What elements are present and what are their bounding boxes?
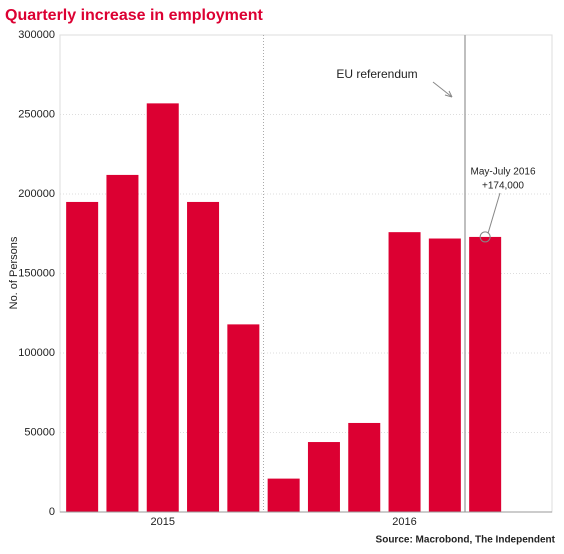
annotation-arrow (432, 81, 453, 98)
annotation: +174,000 (482, 181, 524, 192)
y-axis-label: No. of Persons (8, 236, 20, 309)
bar (227, 324, 260, 512)
annotation-marker (479, 231, 491, 243)
x-tick-label: 2015 (151, 516, 175, 528)
source: Source: Macrobond, The Independent (376, 535, 556, 546)
y-tick-label: 50000 (24, 426, 55, 438)
bar (267, 478, 300, 512)
arrow-head (444, 90, 453, 98)
y-tick-label: 300000 (18, 29, 55, 41)
y-tick-label: 0 (49, 506, 55, 518)
bar (469, 236, 502, 512)
y-tick-label: 150000 (18, 267, 55, 279)
bar (106, 174, 139, 513)
bar (428, 238, 461, 512)
y-tick-label: 100000 (18, 347, 55, 359)
bar (66, 201, 99, 512)
chart-title: Quarterly increase in employment (5, 7, 264, 24)
bar (146, 103, 179, 513)
y-tick-label: 250000 (18, 108, 55, 120)
annotation: May-July 2016 (470, 167, 535, 178)
bar (348, 422, 381, 512)
bar (187, 201, 220, 512)
annotation-leader (487, 192, 501, 234)
bar (388, 232, 421, 512)
annotation: EU referendum (336, 67, 417, 81)
bar (307, 442, 340, 512)
y-tick-label: 200000 (18, 188, 55, 200)
x-tick-label: 2016 (392, 516, 416, 528)
